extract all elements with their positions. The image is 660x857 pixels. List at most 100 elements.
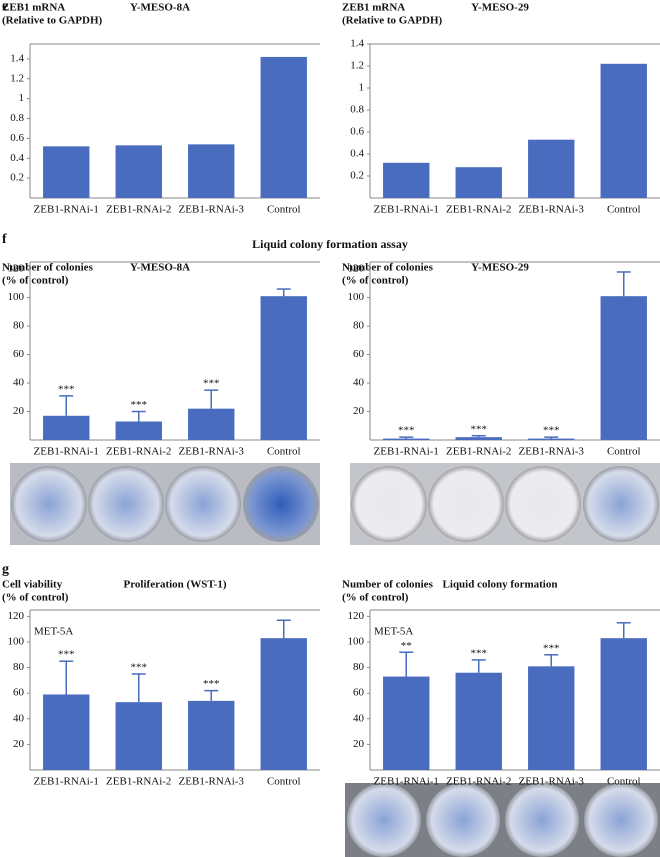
y-tick-label: 80 [13, 320, 25, 332]
bar [455, 437, 502, 440]
bar [260, 56, 307, 198]
bar [188, 408, 235, 440]
y-axis-label: ZEB1 mRNA [2, 2, 65, 14]
y-tick-label: 1 [19, 92, 25, 104]
y-axis-label: Cell viability [2, 579, 63, 591]
significance-label: *** [203, 378, 220, 390]
y-tick-label: 120 [348, 610, 365, 622]
y-tick-label: 120 [8, 610, 25, 622]
y-axis-label: Number of colonies [2, 262, 94, 274]
x-tick-label: Control [267, 776, 301, 788]
y-tick-label: 120 [8, 263, 25, 275]
y-axis-label: (% of control) [342, 592, 409, 604]
significance-label: *** [471, 647, 488, 659]
cell-line-label: MET-5A [374, 626, 413, 638]
bar [383, 676, 430, 770]
x-tick-label: Control [607, 776, 641, 788]
x-tick-label: Control [267, 446, 301, 458]
x-tick-label: ZEB1-RNAi-2 [106, 776, 171, 788]
section-title: Liquid colony formation assay [252, 237, 408, 251]
x-tick-label: Control [607, 446, 641, 458]
chart-title: Y-MESO-29 [471, 262, 529, 274]
y-tick-label: 100 [348, 636, 365, 648]
chart-title: Proliferation (WST-1) [124, 579, 227, 591]
colony-plates [10, 463, 320, 545]
y-tick-label: 20 [353, 738, 365, 750]
bar [115, 145, 162, 198]
significance-label: *** [398, 425, 415, 437]
error-bar [131, 410, 146, 422]
panel-letter: f [2, 232, 7, 247]
colony-plates [345, 783, 660, 857]
error-bar [471, 659, 486, 673]
error-bar [399, 651, 414, 677]
significance-label: ** [401, 640, 412, 652]
chart-title: Liquid colony formation [443, 579, 558, 591]
x-tick-label: ZEB1-RNAi-3 [519, 204, 585, 216]
significance-label: *** [131, 399, 148, 411]
bar [600, 296, 647, 440]
x-tick-label: ZEB1-RNAi-3 [179, 446, 245, 458]
y-tick-label: 0.4 [350, 148, 364, 160]
y-tick-label: 0.8 [350, 104, 364, 116]
x-tick-label: ZEB1-RNAi-2 [446, 446, 511, 458]
x-tick-label: ZEB1-RNAi-3 [179, 776, 245, 788]
bar [43, 415, 90, 440]
x-tick-label: ZEB1-RNAi-1 [34, 776, 99, 788]
y-tick-label: 80 [13, 661, 25, 673]
error-bar [616, 622, 631, 639]
bar [528, 139, 575, 198]
x-tick-label: ZEB1-RNAi-1 [34, 204, 99, 216]
x-tick-label: ZEB1-RNAi-1 [374, 204, 439, 216]
error-bar [131, 673, 146, 703]
bar [115, 702, 162, 770]
y-tick-label: 20 [353, 405, 365, 417]
y-tick-label: 0.6 [350, 126, 364, 138]
y-tick-label: 120 [348, 263, 365, 275]
y-tick-label: 60 [13, 348, 25, 360]
x-tick-label: ZEB1-RNAi-2 [446, 776, 511, 788]
panel-letter: g [2, 562, 9, 577]
y-tick-label: 1.2 [350, 60, 364, 72]
y-tick-label: 60 [353, 687, 365, 699]
significance-label: *** [203, 678, 220, 690]
error-bar [544, 654, 559, 667]
y-tick-label: 40 [13, 377, 25, 389]
chart-title: Y-MESO-29 [471, 2, 529, 14]
y-tick-label: 20 [13, 405, 25, 417]
bar [260, 638, 307, 770]
y-tick-label: 0.2 [10, 172, 24, 184]
bar [188, 144, 235, 198]
x-tick-label: ZEB1-RNAi-1 [34, 446, 99, 458]
x-tick-label: Control [607, 204, 641, 216]
y-tick-label: 0.4 [10, 152, 24, 164]
x-tick-label: ZEB1-RNAi-3 [519, 446, 585, 458]
bar [43, 146, 90, 198]
y-tick-label: 100 [8, 636, 25, 648]
y-tick-label: 1.4 [350, 38, 364, 50]
bar [600, 63, 647, 198]
y-axis-label: (% of control) [2, 275, 69, 287]
y-axis-label: Number of colonies [342, 579, 434, 591]
significance-label: *** [58, 649, 75, 661]
y-axis-label: (% of control) [2, 592, 69, 604]
bar [188, 700, 235, 770]
bar [260, 296, 307, 440]
x-tick-label: ZEB1-RNAi-2 [446, 204, 511, 216]
y-tick-label: 40 [353, 377, 365, 389]
error-bar [276, 619, 291, 639]
y-axis-label: (% of control) [342, 275, 409, 287]
bar [528, 666, 575, 770]
x-tick-label: Control [267, 204, 301, 216]
y-tick-label: 0.8 [10, 112, 24, 124]
y-tick-label: 0.6 [10, 132, 24, 144]
y-tick-label: 80 [353, 320, 365, 332]
error-bar [544, 436, 559, 439]
y-axis-label: Number of colonies [342, 262, 434, 274]
x-tick-label: ZEB1-RNAi-2 [106, 204, 171, 216]
bar [455, 672, 502, 770]
bar [600, 638, 647, 770]
x-tick-label: ZEB1-RNAi-1 [374, 776, 439, 788]
bar [43, 694, 90, 770]
